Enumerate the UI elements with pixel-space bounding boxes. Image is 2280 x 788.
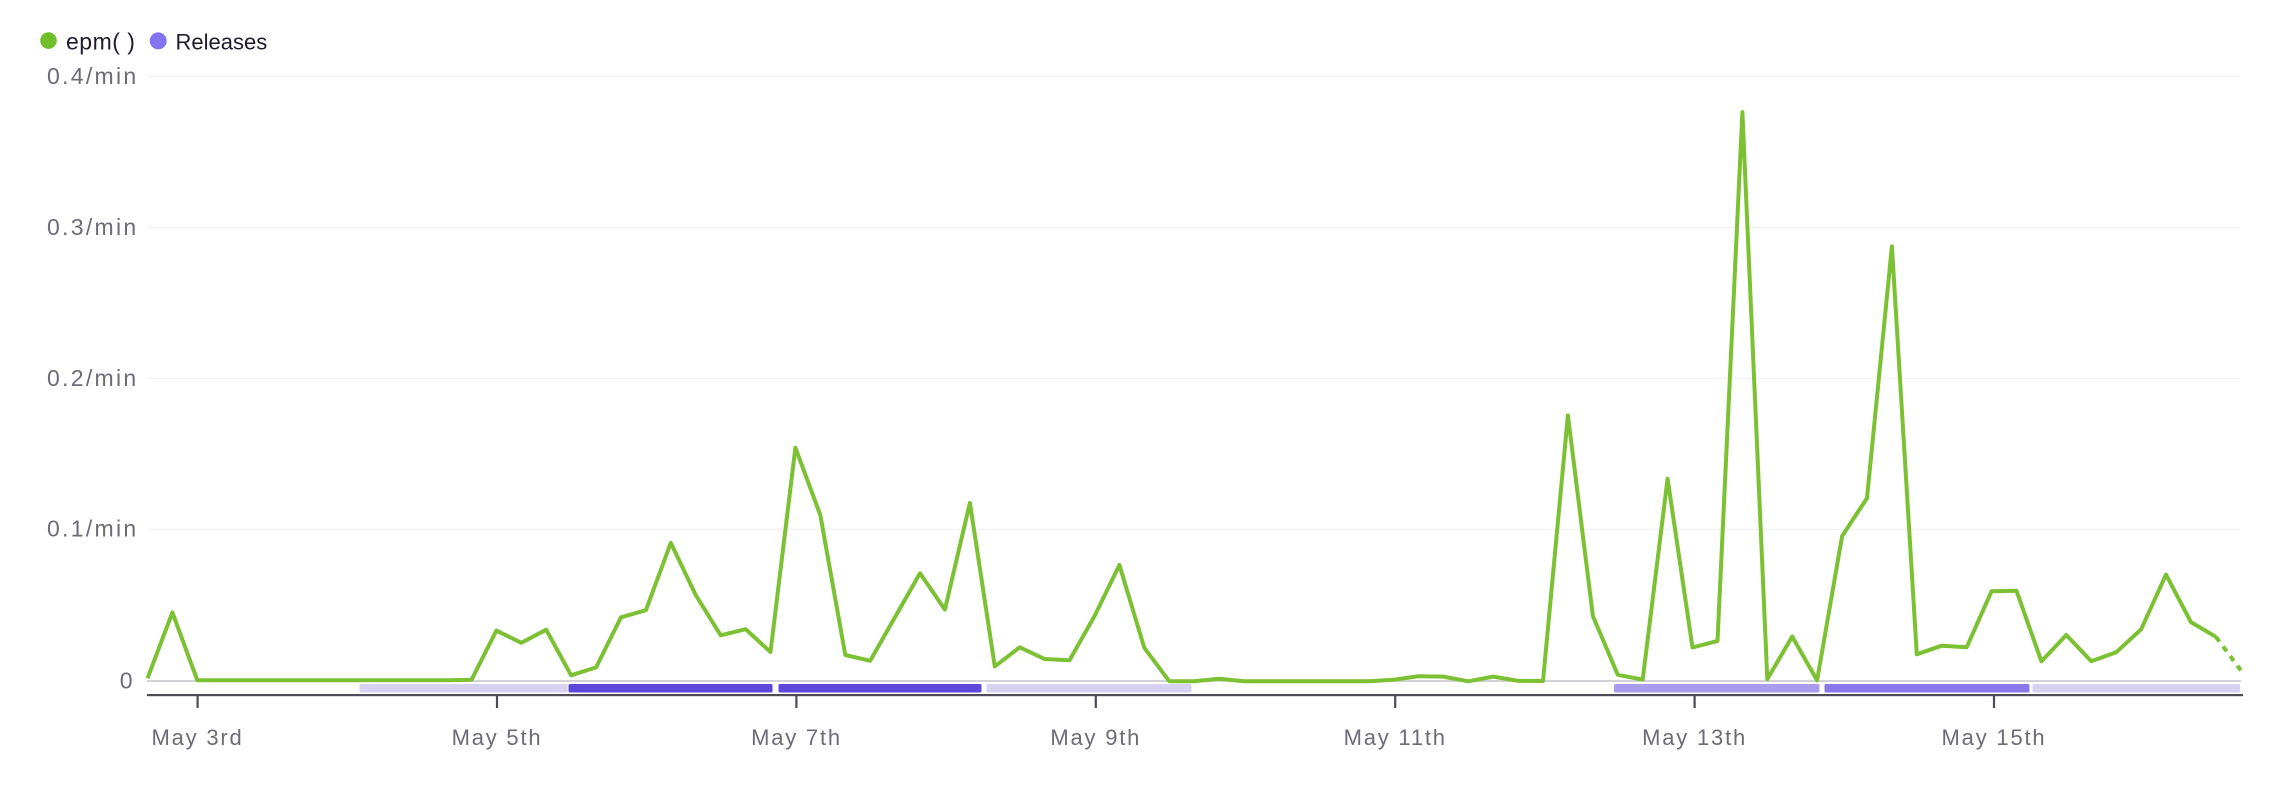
svg-text:epm( ): epm( ) [66, 29, 135, 55]
svg-text:May 9th: May 9th [1050, 725, 1141, 750]
svg-text:May 7th: May 7th [751, 725, 842, 750]
svg-text:0.4/min: 0.4/min [47, 63, 139, 89]
svg-text:May 3rd: May 3rd [151, 725, 243, 750]
svg-text:May 11th: May 11th [1344, 725, 1447, 750]
svg-text:Releases: Releases [176, 30, 268, 55]
svg-text:0: 0 [120, 668, 133, 694]
svg-text:May 15th: May 15th [1942, 725, 2047, 750]
svg-text:May 13th: May 13th [1642, 725, 1747, 750]
svg-text:0.1/min: 0.1/min [47, 516, 139, 542]
svg-text:May 5th: May 5th [452, 725, 543, 750]
svg-text:0.3/min: 0.3/min [47, 214, 139, 240]
svg-text:0.2/min: 0.2/min [47, 365, 139, 391]
